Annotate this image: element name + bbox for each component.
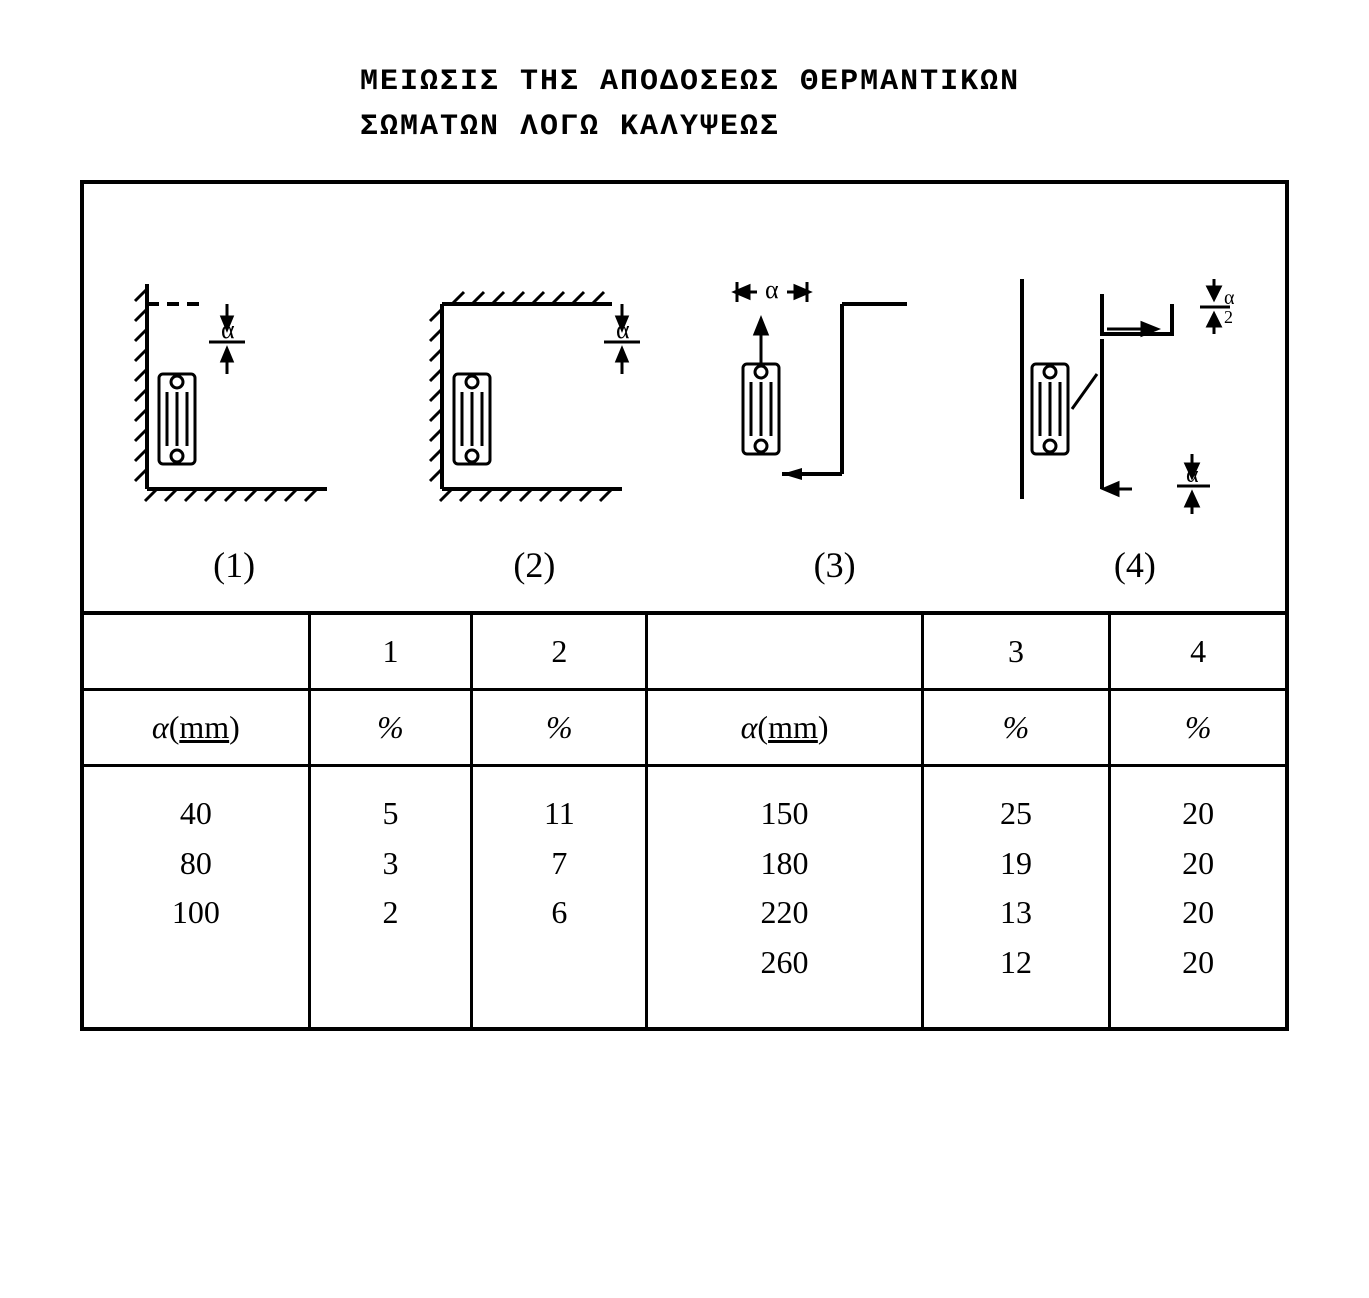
data-cell: 11 7 6: [472, 766, 647, 1028]
page-title: ΜΕΙΩΣΙΣ ΤΗΣ ΑΠΟΔΟΣΕΩΣ ΘΕΡΜΑΝΤΙΚΩΝ ΣΩΜΑΤΩ…: [360, 60, 1289, 150]
figure-frame: α: [80, 180, 1289, 1031]
unit-cell: %: [309, 690, 472, 766]
header-cell: 1: [309, 613, 472, 690]
table-row: α(mm) % % α(mm) % %: [84, 690, 1285, 766]
diagram-label-4: (4): [985, 544, 1285, 586]
table-row: 1 2 3 4: [84, 613, 1285, 690]
diagram-label-1: (1): [84, 544, 384, 586]
diagram-labels-row: (1) (2) (3) (4): [84, 534, 1285, 611]
data-cell: 25 19 13 12: [922, 766, 1110, 1028]
data-cell: 5 3 2: [309, 766, 472, 1028]
header-cell: 3: [922, 613, 1110, 690]
header-cell: [647, 613, 922, 690]
header-cell: 4: [1110, 613, 1285, 690]
diagram-4: α α 2: [980, 264, 1275, 534]
alpha-label: α: [221, 315, 235, 344]
diagram-3: α: [685, 264, 980, 534]
diagram-4-svg: α α 2: [1002, 264, 1252, 534]
alpha-half-label: α: [1224, 287, 1235, 309]
header-cell: 2: [472, 613, 647, 690]
diagram-label-2: (2): [384, 544, 684, 586]
unit-cell: %: [922, 690, 1110, 766]
data-cell: 150 180 220 260: [647, 766, 922, 1028]
title-line-2: ΣΩΜΑΤΩΝ ΛΟΓΩ ΚΑΛΥΨΕΩΣ: [360, 110, 780, 144]
alpha-label: α: [765, 275, 779, 304]
diagram-2: α: [389, 264, 684, 534]
unit-cell: %: [1110, 690, 1285, 766]
unit-cell: %: [472, 690, 647, 766]
unit-cell: α(mm): [84, 690, 309, 766]
title-line-1: ΜΕΙΩΣΙΣ ΤΗΣ ΑΠΟΔΟΣΕΩΣ ΘΕΡΜΑΝΤΙΚΩΝ: [360, 65, 1020, 99]
header-cell: [84, 613, 309, 690]
unit-cell: α(mm): [647, 690, 922, 766]
diagram-3-svg: α: [707, 264, 957, 534]
alpha-label: α: [616, 315, 630, 344]
table-row: 40 80 100 5 3 2 11 7 6 150 180 220 260 2: [84, 766, 1285, 1028]
data-cell: 40 80 100: [84, 766, 309, 1028]
diagram-label-3: (3): [685, 544, 985, 586]
alpha-label: α: [1186, 462, 1199, 488]
data-table: 1 2 3 4 α(mm) % % α(mm) % % 40 80 100 5 …: [84, 611, 1285, 1027]
diagrams-row: α: [84, 184, 1285, 534]
diagram-2-svg: α: [412, 264, 662, 534]
diagram-1-svg: α: [117, 264, 367, 534]
alpha-half-denom: 2: [1224, 307, 1233, 327]
data-cell: 20 20 20 20: [1110, 766, 1285, 1028]
diagram-1: α: [94, 264, 389, 534]
